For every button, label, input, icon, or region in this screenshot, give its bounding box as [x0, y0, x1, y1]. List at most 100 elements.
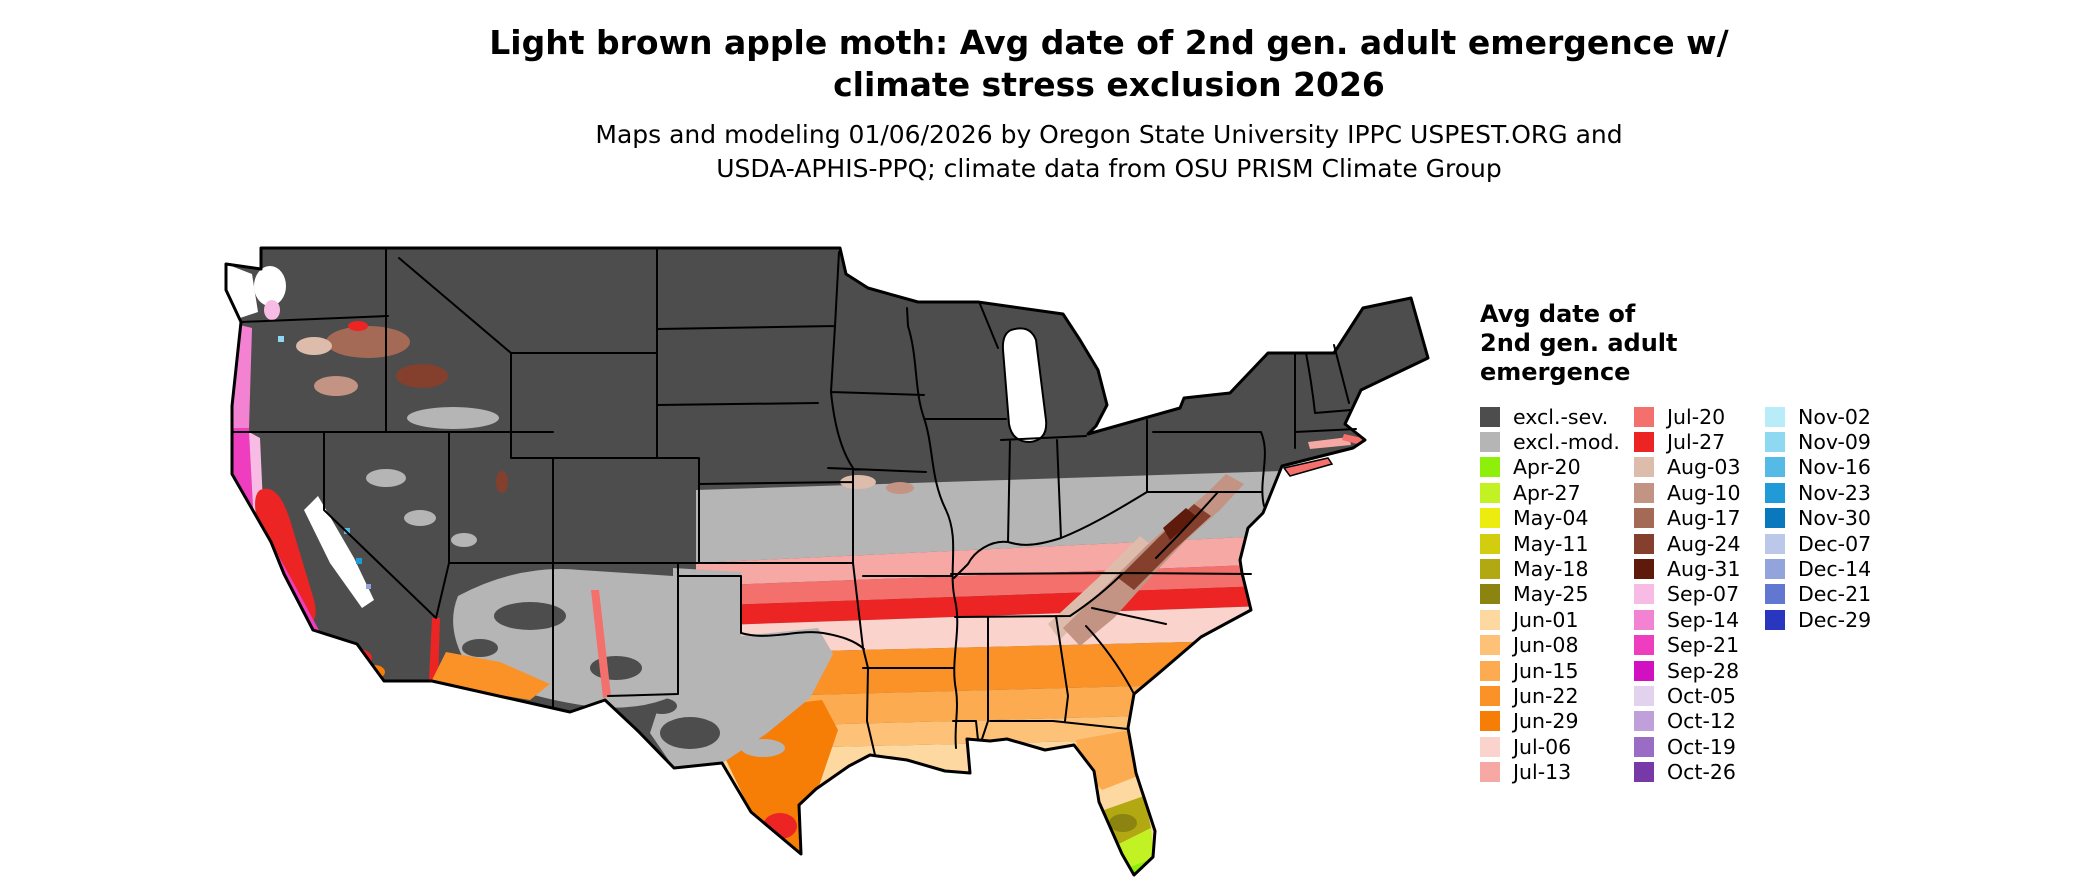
legend-column-2: Nov-02 Nov-09 Nov-16 Nov-23 Nov-30 Dec-07 Dec-… [1765, 404, 1915, 785]
legend-item: Dec-07 [1765, 531, 1915, 556]
region-puget-pink [264, 300, 280, 320]
map-subtitle-line1: Maps and modeling 01/06/2026 by Oregon S… [595, 120, 1623, 149]
legend-swatch [1480, 559, 1500, 580]
legend-item: Oct-19 [1634, 734, 1765, 759]
legend-item: May-25 [1480, 582, 1634, 607]
region-nevada-gray-1 [366, 469, 406, 487]
legend-item: Jun-08 [1480, 633, 1634, 658]
legend-item: Sep-14 [1634, 607, 1765, 632]
region-columbia-basin-brown-1 [326, 326, 410, 358]
legend-item-label: Dec-29 [1798, 607, 1872, 632]
legend-item: Aug-24 [1634, 531, 1765, 556]
legend-item-label: Sep-14 [1667, 607, 1740, 632]
legend-item-label: Oct-05 [1667, 683, 1736, 708]
region-sierra-blue-speck-2 [356, 558, 362, 564]
region-south-az-orange [432, 652, 550, 700]
legend-swatch [1634, 432, 1654, 453]
legend-swatch [1765, 406, 1785, 427]
legend-item: Oct-05 [1634, 683, 1765, 708]
legend-column-1: Jul-20 Jul-27 Aug-03 Aug-10 Aug-17 Aug-24 Aug-… [1634, 404, 1765, 785]
region-columbia-basin-brown-2 [396, 364, 448, 388]
legend-swatch [1634, 660, 1654, 681]
legend-swatch [1634, 533, 1654, 554]
legend-item-label: Aug-31 [1667, 557, 1741, 582]
state-borders [231, 247, 1357, 756]
map-title-line1: Light brown apple moth: Avg date of 2nd … [489, 23, 1729, 62]
region-snake-plain-gray [407, 407, 499, 429]
legend-item: excl.-mod. [1480, 429, 1634, 454]
legend-swatch [1634, 508, 1654, 529]
legend-item: Dec-29 [1765, 607, 1915, 632]
legend-item: Jul-06 [1480, 734, 1634, 759]
legend-item-label: Nov-16 [1798, 455, 1871, 480]
lake-michigan [1001, 327, 1048, 444]
legend-title-line2: 2nd gen. adult [1480, 329, 1678, 357]
legend-item-label: Nov-02 [1798, 404, 1871, 429]
legend-item: Dec-21 [1765, 582, 1915, 607]
map-subtitle: Maps and modeling 01/06/2026 by Oregon S… [299, 118, 1919, 186]
region-nm-mtns-dark [590, 656, 642, 680]
region-nevada-gray-3 [451, 533, 477, 547]
legend-swatch [1634, 685, 1654, 706]
legend-title-line1: Avg date of [1480, 300, 1636, 328]
legend-item: Nov-30 [1765, 506, 1915, 531]
legend-swatch [1634, 635, 1654, 656]
legend-item-label: Nov-23 [1798, 480, 1871, 505]
legend-item-label: Dec-14 [1798, 557, 1872, 582]
legend-title-line3: emergence [1480, 358, 1631, 386]
map-subtitle-line2: USDA-APHIS-PPQ; climate data from OSU PR… [716, 154, 1502, 183]
legend-swatch [1634, 762, 1654, 783]
region-nevada-gray-2 [404, 510, 436, 526]
region-excluded-moderate-band [696, 466, 1428, 563]
region-cascades-blue-speck [278, 336, 284, 342]
region-puget-white [254, 266, 286, 306]
legend-item: Nov-09 [1765, 429, 1915, 454]
region-rio-grande-red [591, 590, 611, 698]
legend-item: May-11 [1480, 531, 1634, 556]
legend-swatch [1480, 685, 1500, 706]
region-iamo-tan [840, 475, 876, 489]
legend-swatch [1765, 508, 1785, 529]
legend-item-label: excl.-mod. [1513, 430, 1620, 455]
legend-swatch [1480, 736, 1500, 757]
legend-item-label: May-04 [1513, 506, 1589, 531]
us-outline [224, 246, 1430, 877]
region-iamo-brown [886, 482, 914, 494]
legend-item-label: Aug-17 [1667, 506, 1741, 531]
legend-item: Jun-01 [1480, 607, 1634, 632]
legend-item-label: Apr-27 [1513, 480, 1581, 505]
region-columbia-red [348, 321, 368, 331]
legend-swatch [1634, 609, 1654, 630]
legend-item: Jul-20 [1634, 404, 1765, 429]
legend-item: Oct-12 [1634, 709, 1765, 734]
legend-item: Nov-02 [1765, 404, 1915, 429]
map-title-line2: climate stress exclusion 2026 [833, 65, 1385, 104]
legend-item-label: Sep-21 [1667, 633, 1740, 658]
region-az-mtns-dark [462, 639, 498, 657]
legend-swatch [1634, 711, 1654, 732]
legend-swatch [1480, 762, 1500, 783]
legend-item: Apr-20 [1480, 455, 1634, 480]
legend-swatch [1480, 584, 1500, 605]
legend-swatch [1765, 482, 1785, 503]
legend-swatch [1634, 457, 1654, 478]
legend-item-label: Jul-13 [1513, 760, 1572, 785]
legend-swatch [1480, 432, 1500, 453]
legend-item-label: Jul-06 [1513, 734, 1572, 759]
long-island [1282, 457, 1334, 477]
map-title: Light brown apple moth: Avg date of 2nd … [299, 22, 1919, 106]
legend-item-label: Aug-10 [1667, 480, 1741, 505]
legend-item-label: Apr-20 [1513, 455, 1581, 480]
us-map [224, 246, 1430, 877]
legend-swatch [1634, 482, 1654, 503]
legend-item: Aug-10 [1634, 480, 1765, 505]
legend-item: Nov-23 [1765, 480, 1915, 505]
legend-item-label: Jun-15 [1513, 658, 1579, 683]
region-sierra-blue-speck-3 [366, 584, 371, 589]
legend-swatch [1634, 559, 1654, 580]
legend-item: Sep-28 [1634, 658, 1765, 683]
legend-item: Jun-29 [1480, 709, 1634, 734]
legend-item-label: Dec-07 [1798, 531, 1872, 556]
legend-item: Apr-27 [1480, 480, 1634, 505]
